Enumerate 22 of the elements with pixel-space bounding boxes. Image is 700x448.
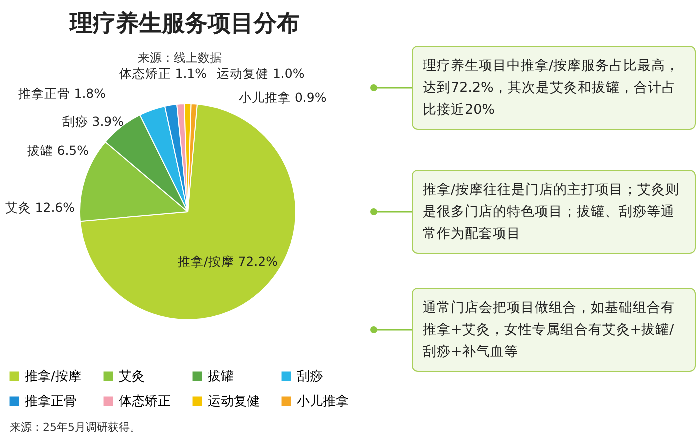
text: 通常门店会把项目做组合，如基础组合有推拿+艾灸，女性专属组合有艾灸+拔罐/刮痧+补气血等: [412, 288, 696, 372]
category-label: 拔罐 6.5%: [27, 143, 89, 158]
source-note: 来源：25年5月调研获得。: [10, 420, 141, 435]
legend-label: 运动复健: [208, 394, 260, 410]
category-label: 艾灸 12.6%: [5, 200, 75, 215]
chart-subtitle: 来源：线上数据: [137, 50, 223, 67]
category-label: 刮痧 3.9%: [62, 114, 124, 129]
legend-label: 拔罐: [208, 370, 234, 385]
category-label: 运动复健 1.0%: [217, 66, 305, 81]
category-label: 推拿正骨 1.8%: [18, 86, 106, 101]
category-label: 推拿/按摩 72.2%: [178, 254, 278, 269]
legend-label: 刮痧: [297, 370, 323, 385]
category-label: 小儿推拿 0.9%: [239, 90, 327, 105]
legend-label: 体态矫正: [119, 394, 171, 410]
category-label: 体态矫正 1.1%: [119, 66, 207, 81]
text: 推拿/按摩往往是门店的主打项目；艾灸则是很多门店的特色项目；拔罐、刮痧等通常作为配套项目: [412, 170, 696, 254]
chart-title: 理疗养生服务项目分布: [70, 10, 300, 39]
legend-label: 推拿正骨: [25, 394, 77, 410]
legend-label: 艾灸: [119, 370, 145, 385]
text: 理疗养生项目中推拿/按摩服务占比最高，达到72.2%，其次是艾灸和拔罐，合计占比接近20%: [412, 46, 696, 130]
legend-label: 小儿推拿: [297, 394, 349, 410]
legend-label: 推拿/按摩: [25, 370, 82, 385]
